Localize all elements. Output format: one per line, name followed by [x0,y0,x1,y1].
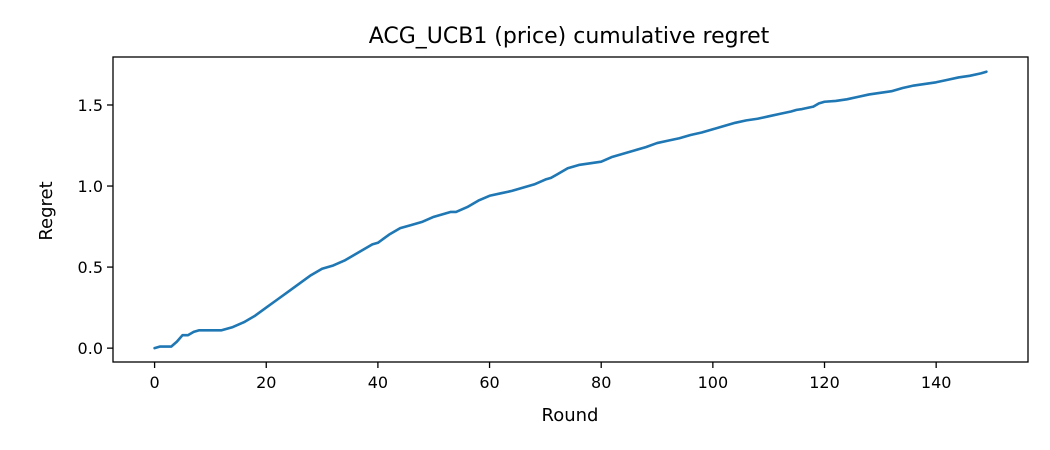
x-tick-label: 0 [149,373,159,392]
y-tick-label: 1.0 [78,177,103,196]
y-axis-label: Regret [36,181,57,240]
x-tick-label: 40 [368,373,388,392]
x-tick-label: 20 [256,373,276,392]
x-tick-label: 100 [698,373,729,392]
y-tick-label: 0.0 [78,339,103,358]
x-tick-label: 80 [591,373,611,392]
y-axis: 0.0 0.5 1.0 1.5 [78,96,113,358]
y-tick-label: 0.5 [78,258,103,277]
x-axis: 0 20 40 60 80 100 120 140 [149,362,951,392]
plot-frame [112,56,1029,363]
x-tick-label: 140 [921,373,952,392]
y-tick-label: 1.5 [78,96,103,115]
x-tick-label: 60 [479,373,499,392]
x-tick-label: 120 [809,373,840,392]
x-axis-label: Round [542,405,599,426]
chart-title: ACG_UCB1 (price) cumulative regret [369,24,770,49]
series-line [153,70,988,350]
